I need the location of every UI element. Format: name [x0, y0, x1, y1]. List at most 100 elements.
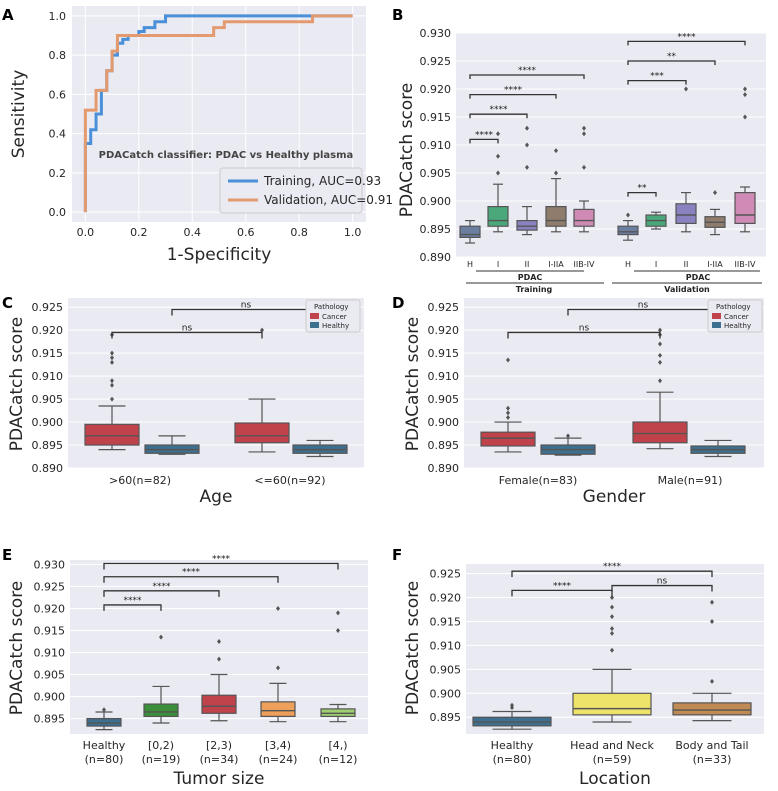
panel-b-box-1-outlier: [496, 131, 500, 137]
panel-b-sig-1-label: ****: [490, 105, 509, 115]
panel-d-legend-cancer-swatch: [712, 313, 721, 319]
panel-b-sig-7-label: ****: [678, 32, 697, 42]
panel-f: F 0.895 0.900 0.905 0.910 0.915 0.920 0.925 **…: [392, 546, 764, 789]
panel-c-legend-title: Pathology: [314, 303, 348, 311]
panel-b-xtick: II: [525, 260, 530, 269]
panel-b-box-5-outlier: [626, 212, 630, 218]
panel-a-xtick: 0.2: [130, 226, 148, 239]
panel-b-xtick: I: [497, 260, 499, 269]
panel-a-ylabel: Sensitivity: [9, 70, 29, 159]
panel-e-box-4-outlier: [336, 627, 340, 633]
panel-f-ytick: 0.895: [430, 711, 462, 724]
panel-e-box-3-box: [260, 701, 296, 717]
panel-f-xtick: Head and Neck: [570, 739, 654, 752]
panel-d-sig-0-label: ns: [579, 323, 590, 333]
panel-b-box-7: [675, 86, 697, 233]
panel-d-box-male-cancer: [632, 327, 688, 450]
panel-e-box-4: [320, 610, 356, 723]
panel-e-box-1: [143, 634, 179, 724]
panel-f-box-2: [672, 599, 752, 722]
panel-c-box-gt60-cancer-box: [84, 423, 140, 446]
panel-c-legend-healthy-swatch: [310, 322, 319, 328]
panel-b-sig-0: [469, 138, 499, 144]
panel-b-box-1: [487, 131, 509, 233]
panel-b-xtick: I-IIA: [548, 260, 564, 269]
panel-b-box-2: [516, 125, 538, 236]
panel-d-ytick: 0.895: [428, 439, 460, 452]
panel-f-box-0-outlier: [510, 705, 514, 711]
panel-f-sig-2: [611, 584, 713, 592]
panel-e-box-3: [260, 605, 296, 723]
panel-b-group-pdac-validation: PDAC: [686, 273, 711, 282]
panel-b-box-9-outlier: [743, 86, 747, 92]
panel-f-box-2-outlier: [710, 599, 714, 605]
panel-e-sig-1-label: ****: [153, 582, 172, 592]
panel-e-sig-0: [103, 604, 162, 611]
panel-c-xtick: <=60(n=92): [254, 474, 325, 487]
panel-a-xtick: 1.0: [344, 226, 362, 239]
panel-b-sig-4-label: **: [638, 184, 648, 194]
panel-c-legend-cancer: Cancer: [322, 313, 347, 321]
panel-c-box-le60-cancer: [234, 327, 290, 453]
panel-e-ytick: 0.910: [34, 647, 66, 660]
panel-c-box-gt60-cancer-outlier: [110, 396, 114, 402]
panel-f-sig-0: [511, 589, 613, 597]
panel-c-legend: Pathology Cancer Healthy: [305, 299, 361, 333]
panel-d-sig-1-label: ns: [638, 300, 649, 310]
panel-b-box-2-box: [516, 220, 538, 231]
panel-d-legend-healthy: Healthy: [724, 322, 751, 330]
legend-validation-label: Validation, AUC=0.91: [264, 193, 393, 207]
panel-c-box-le60-cancer-box: [234, 422, 290, 444]
panel-b-box-5: [617, 212, 639, 241]
panel-b-ytick: 0.925: [420, 55, 452, 68]
panel-b-box-3: [545, 148, 567, 233]
panel-b-box-4-outlier: [582, 164, 586, 170]
panel-f-box-1-box: [572, 692, 652, 716]
panel-a-ytick: 0.0: [49, 206, 67, 219]
panel-d-ytick: 0.900: [428, 416, 460, 429]
panel-d-box-female-healthy-outlier: [566, 433, 570, 439]
panel-b-box-6: [645, 211, 667, 230]
panel-e-box-0: [86, 707, 122, 731]
panel-f-box-1-outlier: [610, 595, 614, 601]
panel-f-ytick: 0.925: [430, 568, 462, 581]
panel-c-ytick: 0.915: [32, 347, 64, 360]
panel-c-box-gt60-healthy: [144, 435, 200, 455]
panel-c-box-le60-healthy: [292, 439, 348, 458]
panel-e-sig-1: [103, 590, 220, 597]
panel-f-ytick: 0.910: [430, 639, 462, 652]
panel-e-box-4-outlier: [336, 610, 340, 616]
panel-e-ytick: 0.925: [34, 580, 66, 593]
panel-f-sig-1: [511, 570, 713, 578]
panel-b-box-4-box: [573, 208, 595, 227]
panel-d-box-female-cancer-outlier: [506, 405, 510, 411]
panel-f-box-1-outlier: [610, 630, 614, 636]
panel-d-box-male-cancer-outlier: [658, 359, 662, 365]
panel-e-ytick: 0.930: [34, 558, 66, 571]
panel-c-ytick: 0.910: [32, 370, 64, 383]
panel-f-xtick-n: (n=80): [493, 753, 532, 766]
panel-a-ytick: 0.6: [49, 88, 67, 101]
panel-b-sig-4: [627, 191, 657, 197]
panel-a-xtick: 0.6: [237, 226, 255, 239]
panel-c-box-gt60-cancer-outlier: [110, 350, 114, 356]
panel-d-box-female-cancer: [480, 357, 536, 453]
panel-d-legend-healthy-swatch: [712, 322, 721, 328]
panel-c-sig-1-label: ns: [241, 300, 252, 310]
panel-d-ylabel: PDACatch score: [403, 317, 423, 452]
panel-b-box-3-outlier: [554, 148, 558, 154]
panel-b-box-7-outlier: [684, 86, 688, 92]
panel-e-box-3-outlier: [276, 665, 280, 671]
panel-b: B 0.890 0.895 0.900 0.905 0.910 0.915 0.920 0.9…: [392, 6, 766, 294]
validation-roc-line: [83, 14, 353, 213]
panel-a-legend: Training, AUC=0.93 Validation, AUC=0.91: [219, 167, 393, 214]
panel-c-ytick: 0.905: [32, 393, 64, 406]
panel-e-ytick: 0.905: [34, 669, 66, 682]
panel-a-ytick: 0.2: [49, 167, 67, 180]
panel-b-ytick: 0.890: [420, 251, 452, 264]
panel-d-box-male-healthy: [690, 439, 746, 458]
panel-d-xtick: Male(n=91): [658, 474, 723, 487]
panel-e-xtick-n: (n=34): [200, 753, 239, 766]
panel-e-ytick: 0.900: [34, 691, 66, 704]
